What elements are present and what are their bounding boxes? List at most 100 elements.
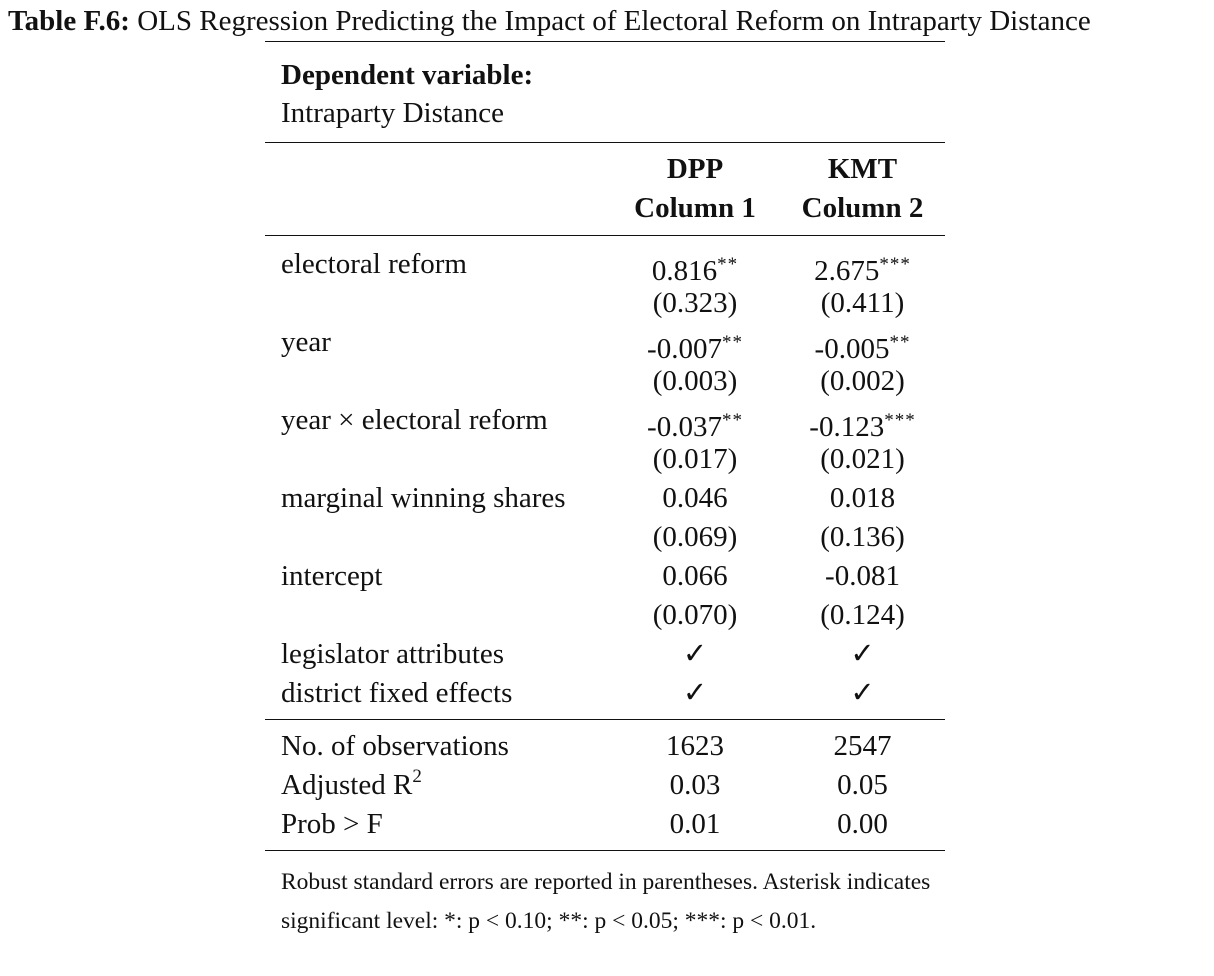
- column-1-label: Column 1: [634, 192, 756, 224]
- significance-stars: **: [721, 332, 743, 353]
- table-row: (0.323) (0.411): [265, 284, 945, 323]
- cell-value: 0.816: [651, 255, 718, 287]
- cell-value: (0.002): [820, 365, 905, 397]
- cell-c2: 0.018: [780, 479, 945, 518]
- cell-c1: -0.037**: [610, 401, 780, 447]
- column-headers: DPP Column 1 KMT Column 2: [265, 143, 945, 235]
- stats-rule: [265, 719, 945, 720]
- row-label: electoral reform: [281, 248, 467, 280]
- significance-stars: **: [889, 332, 911, 353]
- cell-c2: ✓: [780, 635, 945, 674]
- cell-c1: (0.323): [610, 284, 780, 323]
- table-caption-label: Table F.6:: [8, 5, 130, 37]
- cell-c1: 0.816**: [610, 245, 780, 291]
- stats-row-adjusted-r2: Adjusted R2 0.03 0.05: [265, 766, 945, 805]
- cell-c1: ✓: [610, 674, 780, 713]
- cell-value: (0.003): [652, 365, 738, 397]
- table-caption: Table F.6: OLS Regression Predicting the…: [8, 4, 1091, 38]
- stat-value-col1: 1623: [666, 730, 724, 762]
- table-row: district fixed effects ✓ ✓: [265, 674, 945, 713]
- table-row: marginal winning shares 0.046 0.018: [265, 479, 945, 518]
- stats-row-prob-f: Prob > F 0.01 0.00: [265, 805, 945, 844]
- cell-value: 0.046: [662, 482, 728, 514]
- stat-value-col1: 0.03: [669, 769, 721, 801]
- row-label: marginal winning shares: [281, 482, 566, 514]
- cell-value: (0.124): [820, 599, 905, 631]
- cell-value: ✓: [850, 677, 875, 709]
- row-label: legislator attributes: [281, 638, 505, 670]
- coefficient-rows: electoral reform 0.816** 2.675*** (0.323) (0…: [265, 245, 945, 713]
- cell-c2: (0.411): [780, 284, 945, 323]
- cell-value: (0.323): [652, 287, 738, 319]
- cell-c2: ✓: [780, 674, 945, 713]
- significance-stars: **: [721, 410, 743, 431]
- regression-table: Dependent variable: Intraparty Distance …: [265, 41, 945, 941]
- cell-c2: (0.021): [780, 440, 945, 479]
- stat-label-text: Adjusted R: [281, 769, 413, 801]
- column-2-label: Column 2: [801, 192, 924, 224]
- cell-c2: -0.081: [780, 557, 945, 596]
- cell-c2: (0.136): [780, 518, 945, 557]
- stat-value-col2: 2547: [833, 730, 892, 762]
- column-2-party: KMT: [827, 153, 898, 185]
- column-header-1: DPP Column 1: [610, 150, 780, 228]
- cell-value: 2.675: [814, 255, 880, 287]
- column-header-2: KMT Column 2: [780, 150, 945, 228]
- significance-stars: **: [717, 254, 739, 275]
- stat-value-col1: 0.01: [669, 808, 721, 840]
- cell-c2: -0.123***: [780, 401, 945, 447]
- cell-c1: (0.017): [610, 440, 780, 479]
- cell-c2: (0.124): [780, 596, 945, 635]
- cell-value: -0.081: [825, 560, 900, 592]
- table-row: (0.017) (0.021): [265, 440, 945, 479]
- stat-label: Prob > F: [281, 808, 383, 840]
- stat-label: No. of observations: [281, 730, 509, 762]
- row-label: year: [281, 326, 331, 358]
- cell-value: ✓: [850, 638, 875, 670]
- body-top-rule: [265, 235, 945, 236]
- cell-c2: 2.675***: [780, 245, 945, 291]
- cell-c2: -0.005**: [780, 323, 945, 369]
- cell-c1: (0.003): [610, 362, 780, 401]
- dependent-variable-heading: Dependent variable:: [281, 59, 534, 91]
- table-row: electoral reform 0.816** 2.675***: [265, 245, 945, 287]
- cell-value: 0.066: [662, 560, 728, 592]
- bottom-rule: [265, 850, 945, 851]
- cell-c1: 0.066: [610, 557, 780, 596]
- cell-value: (0.136): [820, 521, 905, 553]
- cell-value: (0.069): [652, 521, 738, 553]
- superscript: 2: [412, 766, 422, 787]
- cell-value: -0.037: [647, 411, 722, 443]
- cell-value: (0.017): [652, 443, 738, 475]
- table-row: year × electoral reform -0.037** -0.123***: [265, 401, 945, 443]
- cell-value: (0.411): [820, 287, 905, 319]
- table-row: (0.003) (0.002): [265, 362, 945, 401]
- cell-c2: (0.002): [780, 362, 945, 401]
- header-rule: [265, 142, 945, 143]
- stat-value-col2: 0.00: [837, 808, 888, 840]
- cell-value: ✓: [682, 638, 708, 670]
- cell-c1: 0.046: [610, 479, 780, 518]
- stat-value-col2: 0.05: [837, 769, 888, 801]
- table-row: (0.070) (0.124): [265, 596, 945, 635]
- cell-value: ✓: [682, 677, 708, 709]
- top-rule: [265, 41, 945, 42]
- cell-c1: (0.070): [610, 596, 780, 635]
- cell-value: (0.021): [820, 443, 905, 475]
- cell-c1: ✓: [610, 635, 780, 674]
- cell-value: (0.070): [652, 599, 738, 631]
- stats-row-observations: No. of observations 1623 2547: [265, 727, 945, 766]
- row-label: year × electoral reform: [281, 404, 548, 436]
- row-label: intercept: [281, 560, 383, 592]
- significance-stars: ***: [884, 410, 916, 431]
- cell-c1: (0.069): [610, 518, 780, 557]
- cell-value: -0.007: [647, 333, 722, 365]
- table-caption-text: OLS Regression Predicting the Impact of …: [137, 5, 1091, 37]
- table-note: Robust standard errors are reported in p…: [281, 869, 931, 934]
- cell-c1: -0.007**: [610, 323, 780, 369]
- column-1-party: DPP: [666, 153, 724, 185]
- significance-stars: ***: [879, 254, 911, 275]
- cell-value: 0.018: [829, 482, 896, 514]
- dependent-variable-name: Intraparty Distance: [281, 97, 505, 129]
- row-label: district fixed effects: [281, 677, 513, 709]
